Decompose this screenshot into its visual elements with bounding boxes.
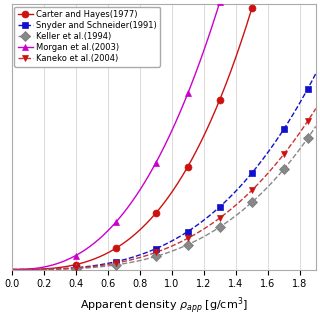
Legend: Carter and Hayes(1977), Snyder and Schneider(1991), Keller et al.(1994), Morgan : Carter and Hayes(1977), Snyder and Schne… [14,7,160,67]
X-axis label: Apparent density $\rho_{app}$ [g/cm$^3$]: Apparent density $\rho_{app}$ [g/cm$^3$] [80,295,248,316]
